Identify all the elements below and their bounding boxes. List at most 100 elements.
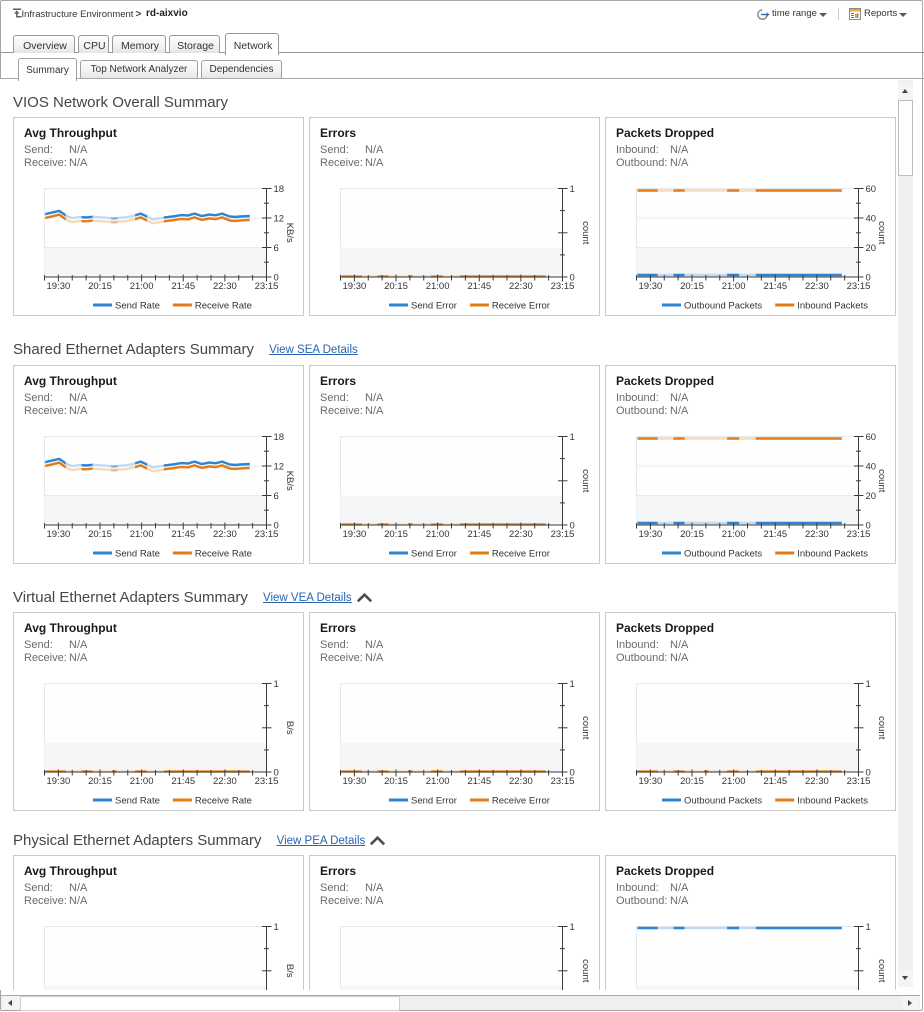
- svg-text:21:00: 21:00: [130, 281, 154, 292]
- svg-text:count: count: [580, 716, 591, 740]
- svg-text:21:00: 21:00: [130, 776, 154, 787]
- svg-text:0: 0: [570, 521, 575, 532]
- svg-text:0: 0: [866, 273, 871, 284]
- svg-text:count: count: [580, 959, 591, 983]
- svg-text:19:30: 19:30: [46, 776, 70, 787]
- svg-text:count: count: [580, 469, 591, 493]
- svg-text:Receive Error: Receive Error: [492, 796, 550, 807]
- svg-text:23:15: 23:15: [255, 776, 279, 787]
- svg-text:Receive Rate: Receive Rate: [195, 301, 252, 312]
- svg-text:KB/s: KB/s: [284, 471, 295, 491]
- svg-text:Receive Error: Receive Error: [492, 549, 550, 560]
- svg-text:21:00: 21:00: [426, 776, 450, 787]
- svg-text:21:00: 21:00: [722, 529, 746, 540]
- svg-text:21:00: 21:00: [426, 281, 450, 292]
- svg-text:count: count: [876, 959, 887, 983]
- svg-text:Receive Rate: Receive Rate: [195, 796, 252, 807]
- svg-text:count: count: [876, 469, 887, 493]
- svg-text:23:15: 23:15: [847, 776, 871, 787]
- svg-text:21:45: 21:45: [467, 776, 491, 787]
- svg-text:20:15: 20:15: [88, 281, 112, 292]
- svg-text:20: 20: [866, 491, 877, 502]
- svg-text:21:00: 21:00: [426, 529, 450, 540]
- svg-text:Receive Error: Receive Error: [492, 301, 550, 312]
- svg-text:22:30: 22:30: [805, 776, 829, 787]
- svg-text:12: 12: [274, 462, 285, 473]
- svg-text:22:30: 22:30: [805, 529, 829, 540]
- svg-text:1: 1: [570, 432, 575, 443]
- svg-text:20:15: 20:15: [88, 529, 112, 540]
- svg-text:0: 0: [274, 768, 279, 779]
- svg-text:23:15: 23:15: [551, 529, 575, 540]
- svg-text:Send Error: Send Error: [411, 549, 457, 560]
- svg-text:19:30: 19:30: [342, 281, 366, 292]
- svg-text:23:15: 23:15: [847, 281, 871, 292]
- svg-text:0: 0: [274, 273, 279, 284]
- svg-text:20:15: 20:15: [680, 776, 704, 787]
- svg-text:20:15: 20:15: [384, 281, 408, 292]
- svg-text:KB/s: KB/s: [284, 223, 295, 243]
- svg-text:18: 18: [274, 184, 285, 195]
- svg-text:18: 18: [274, 432, 285, 443]
- svg-text:40: 40: [866, 462, 877, 473]
- svg-text:23:15: 23:15: [255, 529, 279, 540]
- svg-text:21:00: 21:00: [130, 529, 154, 540]
- svg-text:count: count: [580, 221, 591, 245]
- svg-text:19:30: 19:30: [638, 529, 662, 540]
- svg-text:21:45: 21:45: [171, 281, 195, 292]
- svg-text:21:45: 21:45: [467, 529, 491, 540]
- svg-text:B/s: B/s: [284, 721, 295, 735]
- svg-text:0: 0: [570, 768, 575, 779]
- svg-text:21:45: 21:45: [763, 281, 787, 292]
- svg-text:Outbound Packets: Outbound Packets: [684, 549, 762, 560]
- svg-text:20:15: 20:15: [680, 529, 704, 540]
- svg-text:22:30: 22:30: [509, 281, 533, 292]
- svg-text:count: count: [876, 716, 887, 740]
- svg-text:21:45: 21:45: [763, 776, 787, 787]
- svg-text:Outbound Packets: Outbound Packets: [684, 796, 762, 807]
- svg-text:19:30: 19:30: [46, 529, 70, 540]
- svg-text:19:30: 19:30: [46, 281, 70, 292]
- svg-text:19:30: 19:30: [342, 529, 366, 540]
- svg-text:20:15: 20:15: [384, 529, 408, 540]
- svg-text:Inbound Packets: Inbound Packets: [797, 796, 868, 807]
- svg-text:23:15: 23:15: [551, 281, 575, 292]
- svg-text:22:30: 22:30: [213, 529, 237, 540]
- svg-text:Send Rate: Send Rate: [115, 549, 160, 560]
- svg-text:1: 1: [570, 922, 575, 933]
- svg-text:20: 20: [866, 243, 877, 254]
- svg-text:23:15: 23:15: [255, 281, 279, 292]
- svg-text:21:45: 21:45: [763, 529, 787, 540]
- svg-text:19:30: 19:30: [638, 776, 662, 787]
- svg-text:23:15: 23:15: [551, 776, 575, 787]
- svg-text:1: 1: [866, 922, 871, 933]
- svg-text:21:45: 21:45: [171, 776, 195, 787]
- svg-text:Receive Rate: Receive Rate: [195, 549, 252, 560]
- svg-text:count: count: [876, 221, 887, 245]
- svg-text:21:00: 21:00: [722, 281, 746, 292]
- svg-text:0: 0: [570, 273, 575, 284]
- svg-text:1: 1: [274, 679, 279, 690]
- svg-text:1: 1: [570, 679, 575, 690]
- svg-text:Inbound Packets: Inbound Packets: [797, 549, 868, 560]
- svg-text:20:15: 20:15: [680, 281, 704, 292]
- svg-text:21:00: 21:00: [722, 776, 746, 787]
- svg-text:Send Error: Send Error: [411, 796, 457, 807]
- svg-text:60: 60: [866, 184, 877, 195]
- svg-text:22:30: 22:30: [213, 281, 237, 292]
- svg-text:1: 1: [570, 184, 575, 195]
- svg-text:0: 0: [866, 521, 871, 532]
- svg-text:Outbound Packets: Outbound Packets: [684, 301, 762, 312]
- svg-text:0: 0: [866, 768, 871, 779]
- svg-text:23:15: 23:15: [847, 529, 871, 540]
- svg-text:6: 6: [274, 491, 279, 502]
- svg-text:Send Rate: Send Rate: [115, 796, 160, 807]
- svg-text:22:30: 22:30: [509, 529, 533, 540]
- svg-text:60: 60: [866, 432, 877, 443]
- svg-text:40: 40: [866, 214, 877, 225]
- svg-text:20:15: 20:15: [384, 776, 408, 787]
- svg-text:6: 6: [274, 243, 279, 254]
- svg-text:0: 0: [274, 521, 279, 532]
- svg-text:12: 12: [274, 214, 285, 225]
- svg-text:19:30: 19:30: [342, 776, 366, 787]
